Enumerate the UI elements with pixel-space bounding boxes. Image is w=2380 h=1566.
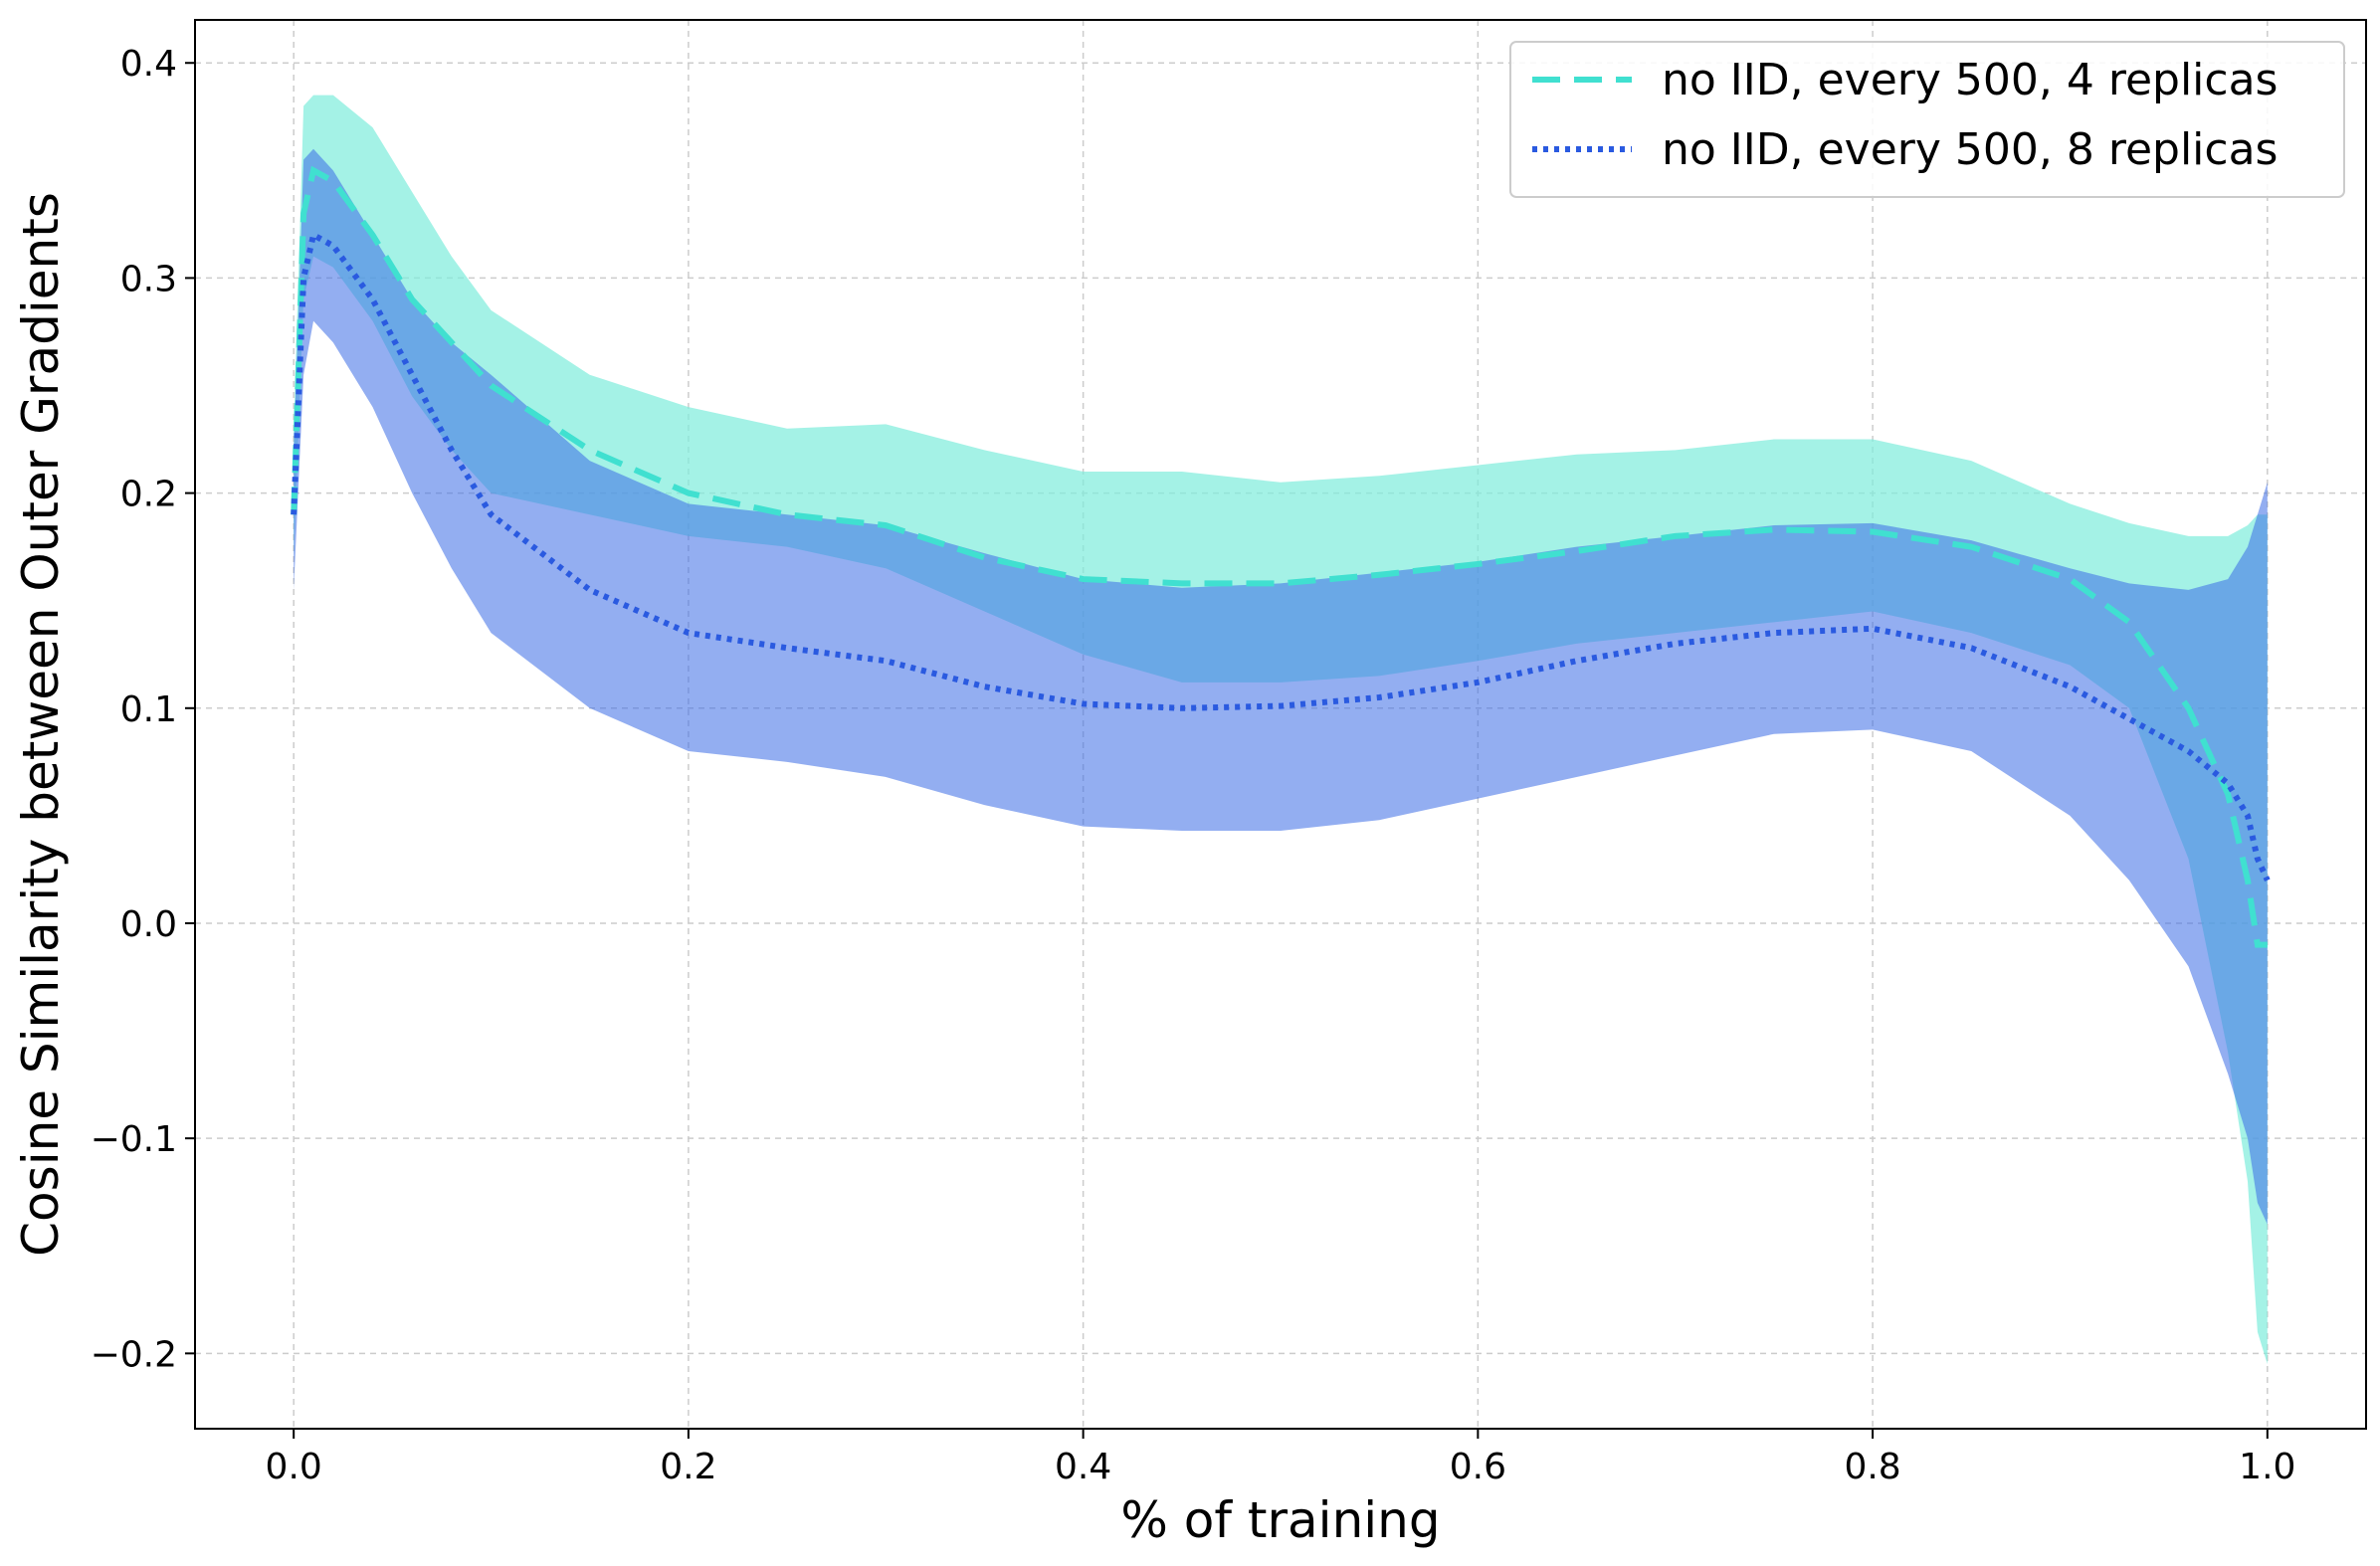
line-series-0 [291,165,2268,948]
band-series-1 [294,148,2268,1225]
x-tick-label: 0.8 [1844,1447,1900,1487]
y-tick-label: 0.2 [120,475,177,515]
x-tick-label: 0.4 [1055,1447,1111,1487]
line-series-1 [291,230,2271,881]
legend-label-4-replicas: no IID, every 500, 4 replicas [1662,55,2278,105]
y-tick-label: 0.3 [120,259,177,299]
series-lines [291,165,2271,948]
x-tick-label: 1.0 [2239,1447,2295,1487]
x-tick-label: 0.0 [266,1447,322,1487]
y-tick-label: 0.1 [120,689,177,730]
axis-ticks: 0.0 0.2 0.4 0.6 0.8 1.0 −0.2 −0.1 0.0 0.1 0.2 0.3 0.… [91,44,2296,1487]
legend: no IID, every 500, 4 replicas no IID, ev… [1509,41,2345,198]
x-axis-label: % of training [1120,1491,1440,1549]
legend-label-8-replicas: no IID, every 500, 8 replicas [1662,124,2278,175]
legend-box [1509,41,2345,198]
y-axis-label: Cosine Similarity between Outer Gradient… [12,192,70,1257]
plot-frame [194,19,2367,1430]
y-tick-label: −0.2 [91,1334,177,1375]
confidence-bands [294,95,2268,1365]
x-tick-label: 0.2 [660,1447,716,1487]
y-tick-label: 0.4 [120,44,177,85]
y-tick-label: 0.0 [120,904,177,945]
y-tick-label: −0.1 [91,1119,177,1160]
x-tick-label: 0.6 [1450,1447,1506,1487]
